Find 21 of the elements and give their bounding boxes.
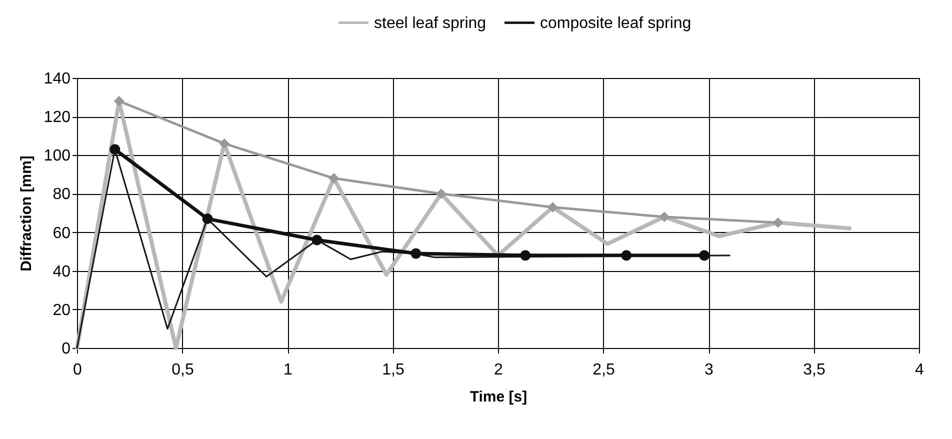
x-axis-title: Time [s] [470,388,528,406]
legend-label: steel leaf spring [374,14,486,32]
x-tick-label: 4 [915,362,924,378]
y-tick-label: 140 [44,70,71,88]
x-tick-label: 0,5 [172,362,194,378]
x-tick-label: 1 [284,362,293,378]
y-tick-label: 60 [52,224,71,242]
legend-label: composite leaf spring [540,14,692,32]
y-tick-label: 120 [44,109,71,126]
x-tick-label: 3 [704,362,714,378]
y-tick-label: 0 [62,340,71,358]
y-axis-title: Diffraction [mm] [18,156,35,272]
x-tick-label: 2,5 [592,362,615,378]
y-tick-label: 20 [52,302,71,319]
y-tick-label: 40 [52,263,71,280]
x-tick-label: 1,5 [382,362,404,378]
y-tick-label: 80 [52,186,71,204]
y-tick-label: 100 [44,148,71,165]
x-tick-label: 0 [73,362,82,378]
x-tick-label: 2 [494,362,504,378]
x-tick-label: 3,5 [803,362,826,378]
